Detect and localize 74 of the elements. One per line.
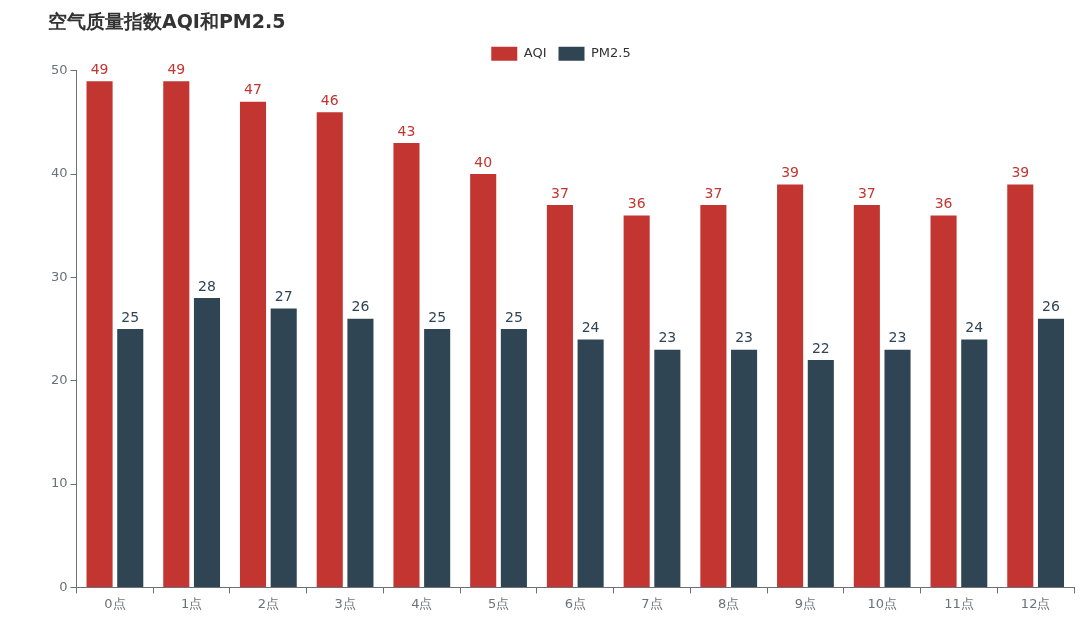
bar [316,112,343,587]
data-label: 40 [474,153,493,170]
data-label: 37 [704,184,723,201]
data-label: 23 [735,329,753,346]
y-tick-label: 40 [51,165,68,181]
data-label: 36 [934,195,953,212]
bar [347,318,374,587]
bar [853,205,880,587]
bar [86,81,113,587]
x-tick-label: 3点 [334,595,356,611]
bar [700,205,727,587]
bar [577,339,604,587]
bar [424,329,451,587]
x-tick-label: 6点 [564,595,586,611]
data-label: 47 [244,81,262,98]
bar [193,298,221,587]
data-label: 28 [198,277,216,294]
x-tick-label: 0点 [104,595,126,611]
data-label: 43 [397,122,416,139]
x-tick-label: 11点 [944,595,974,611]
x-tick-label: 8点 [718,595,740,611]
x-tick-label: 5点 [487,595,510,611]
bar [884,349,911,587]
data-label: 23 [888,329,907,346]
y-tick-label: 30 [51,268,68,284]
data-label: 25 [121,308,140,325]
bar [731,349,758,587]
data-label: 39 [781,164,800,181]
chart-title: 空气质量指数AQI和PM2.5 [48,10,286,33]
bar [1007,184,1034,587]
bar [807,360,834,587]
data-label: 37 [551,184,569,201]
y-tick-label: 10 [51,475,68,491]
data-label: 39 [1011,164,1030,181]
y-tick-label: 0 [59,578,68,594]
bar [270,308,297,587]
data-label: 49 [90,60,109,77]
data-label: 24 [965,319,984,336]
x-tick-label: 4点 [411,595,433,611]
bar [1037,318,1065,587]
bar [930,215,957,587]
data-label: 26 [351,298,370,315]
data-label: 24 [581,319,600,336]
x-tick-label: 2点 [257,595,279,611]
bar [239,101,267,587]
bar [546,205,573,587]
data-label: 27 [274,288,293,305]
bar [777,184,804,587]
bar [117,329,144,587]
bar [500,329,527,587]
data-label: 22 [811,339,830,356]
data-label: 36 [627,195,646,212]
data-label: 46 [320,91,339,108]
bar [961,339,988,587]
data-label: 37 [857,184,876,201]
x-tick-label: 9点 [794,595,817,611]
bar [623,215,650,587]
data-label: 26 [1042,298,1060,315]
data-label: 25 [504,308,523,325]
legend-label: AQI [523,45,547,61]
data-label: 23 [658,329,677,346]
bar [654,349,681,587]
x-tick-label: 1点 [180,595,203,611]
x-tick-label: 12点 [1020,595,1051,611]
data-label: 25 [428,308,447,325]
x-tick-label: 7点 [641,595,663,611]
bar [393,143,420,587]
legend-label: PM2.5 [591,45,631,61]
bar [163,81,190,587]
data-label: 49 [167,60,186,77]
y-tick-label: 20 [51,372,68,388]
x-tick-label: 10点 [867,595,897,611]
bar [470,174,497,587]
y-tick-label: 50 [51,62,68,78]
